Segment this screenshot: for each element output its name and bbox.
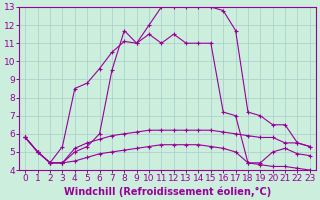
X-axis label: Windchill (Refroidissement éolien,°C): Windchill (Refroidissement éolien,°C) [64, 186, 271, 197]
